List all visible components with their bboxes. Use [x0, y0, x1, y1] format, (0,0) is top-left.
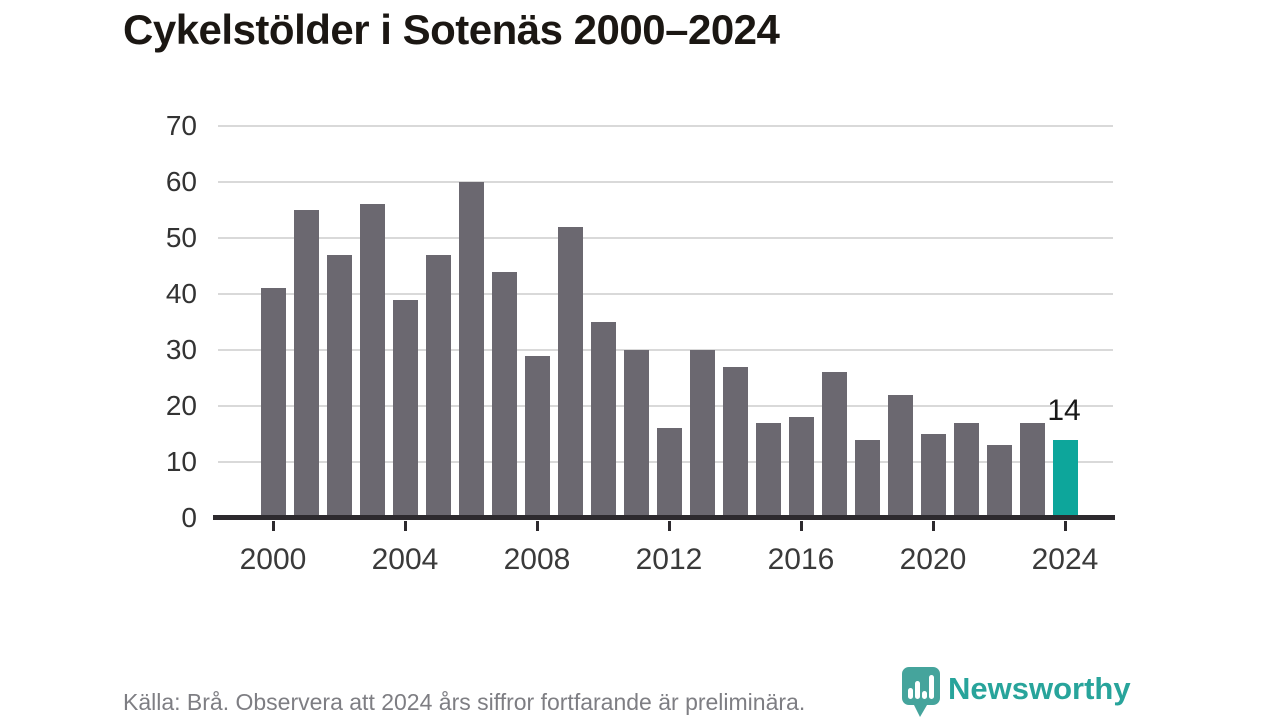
x-label-2020: 2020 — [899, 543, 967, 576]
chart-title: Cykelstölder i Sotenäs 2000–2024 — [123, 6, 780, 53]
x-label-2012: 2012 — [635, 543, 703, 576]
newsworthy-logo-icon — [902, 667, 940, 717]
y-label-0: 0 — [181, 502, 197, 533]
gridline-70 — [218, 125, 1113, 127]
bar-2001 — [293, 210, 319, 518]
newsworthy-logo: Newsworthy — [901, 666, 1131, 718]
x-tick-2012 — [667, 521, 671, 531]
x-tick-2000 — [271, 521, 275, 531]
y-label-30: 30 — [165, 334, 197, 365]
plot-area: 2000 2004 2008 2012 2016 2020 2024 14 — [213, 125, 1115, 575]
bar-2002 — [326, 254, 352, 518]
bar-2006 — [458, 182, 484, 518]
bar-2013 — [689, 350, 715, 518]
x-tick-2016 — [799, 521, 803, 531]
y-label-20: 20 — [165, 390, 197, 421]
x-label-2024: 2024 — [1031, 543, 1099, 576]
gridline-30 — [218, 349, 1113, 351]
bar-2003 — [359, 204, 385, 518]
y-label-70: 70 — [165, 110, 197, 141]
y-label-10: 10 — [165, 446, 197, 477]
y-label-60: 60 — [165, 166, 197, 197]
gridline-20 — [218, 405, 1113, 407]
bar-2008 — [524, 355, 550, 518]
bar-2021 — [953, 422, 979, 518]
x-tick-2024 — [1063, 521, 1067, 531]
x-tick-2020 — [931, 521, 935, 531]
bar-2020 — [920, 434, 946, 518]
bar-2016 — [788, 417, 814, 518]
bar-2007 — [491, 271, 517, 518]
bar-2023 — [1019, 422, 1045, 518]
bar-2024 — [1052, 439, 1078, 518]
x-label-2000: 2000 — [239, 543, 307, 576]
bar-2009 — [557, 226, 583, 518]
newsworthy-logo-text: Newsworthy — [948, 671, 1131, 706]
bar-2014 — [722, 366, 748, 518]
x-tick-2004 — [403, 521, 407, 531]
bar-2005 — [425, 254, 451, 518]
bar-2004 — [392, 299, 418, 518]
x-label-2004: 2004 — [371, 543, 439, 576]
gridline-60 — [218, 181, 1113, 183]
bar-2017 — [821, 372, 847, 518]
highlight-value-label: 14 — [1047, 393, 1081, 427]
bar-2019 — [887, 394, 913, 518]
bar-2000 — [260, 288, 286, 518]
x-tick-2008 — [535, 521, 539, 531]
bar-2022 — [986, 445, 1012, 518]
bar-2012 — [656, 428, 682, 518]
x-axis-line — [213, 515, 1115, 520]
gridline-50 — [218, 237, 1113, 239]
x-label-2008: 2008 — [503, 543, 571, 576]
gridline-40 — [218, 293, 1113, 295]
x-label-2016: 2016 — [767, 543, 835, 576]
bar-2015 — [755, 422, 781, 518]
bar-2018 — [854, 439, 880, 518]
y-label-50: 50 — [165, 222, 197, 253]
bar-2010 — [590, 322, 616, 518]
source-note: Källa: Brå. Observera att 2024 års siffr… — [123, 689, 806, 715]
bar-2011 — [623, 350, 649, 518]
y-label-40: 40 — [165, 278, 197, 309]
